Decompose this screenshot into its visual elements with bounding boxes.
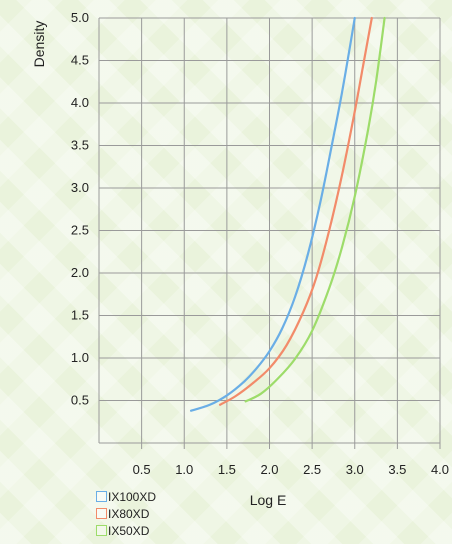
x-tick-label: 2.0 (260, 462, 278, 477)
x-tick-label: 4.0 (431, 462, 449, 477)
y-axis-label: Density (31, 21, 47, 68)
y-tick-label: 1.0 (71, 350, 89, 365)
legend-item: IX100XD (96, 488, 156, 505)
y-tick-label: 2.5 (71, 223, 89, 238)
x-tick-label: 2.5 (303, 462, 321, 477)
legend-item: IX50XD (96, 522, 156, 539)
x-axis-label: Log E (250, 492, 287, 508)
grid (98, 17, 441, 449)
series-line-ix80xd (218, 16, 373, 406)
tick-labels: 0.5 1.0 1.5 2.0 2.5 3.0 3.5 4.0 4.5 5.0 0.5 1.0 1.5 2… (71, 10, 449, 477)
x-tick-label: 0.5 (133, 462, 151, 477)
legend-item: IX80XD (96, 505, 156, 522)
legend-label: IX50XD (108, 523, 150, 538)
y-tick-label: 3.0 (71, 180, 89, 195)
x-tick-label: 1.0 (175, 462, 193, 477)
series-lines (189, 16, 386, 412)
legend: IX100XD IX80XD IX50XD (96, 488, 156, 539)
y-tick-label: 1.5 (71, 308, 89, 323)
y-tick-label: 0.5 (71, 393, 89, 408)
y-tick-label: 2.0 (71, 265, 89, 280)
legend-label: IX100XD (108, 489, 157, 504)
y-tick-label: 4.5 (71, 53, 89, 68)
legend-swatch (96, 491, 107, 502)
x-tick-label: 1.5 (218, 462, 236, 477)
y-tick-label: 3.5 (71, 138, 89, 153)
x-tick-label: 3.5 (388, 462, 406, 477)
legend-swatch (96, 525, 107, 536)
series-line-ix100xd (189, 16, 356, 412)
x-tick-label: 3.0 (346, 462, 364, 477)
series-line-ix50xd (244, 16, 386, 403)
legend-label: IX80XD (108, 506, 150, 521)
y-tick-label: 4.0 (71, 95, 89, 110)
legend-swatch (96, 508, 107, 519)
y-tick-label: 5.0 (71, 10, 89, 25)
